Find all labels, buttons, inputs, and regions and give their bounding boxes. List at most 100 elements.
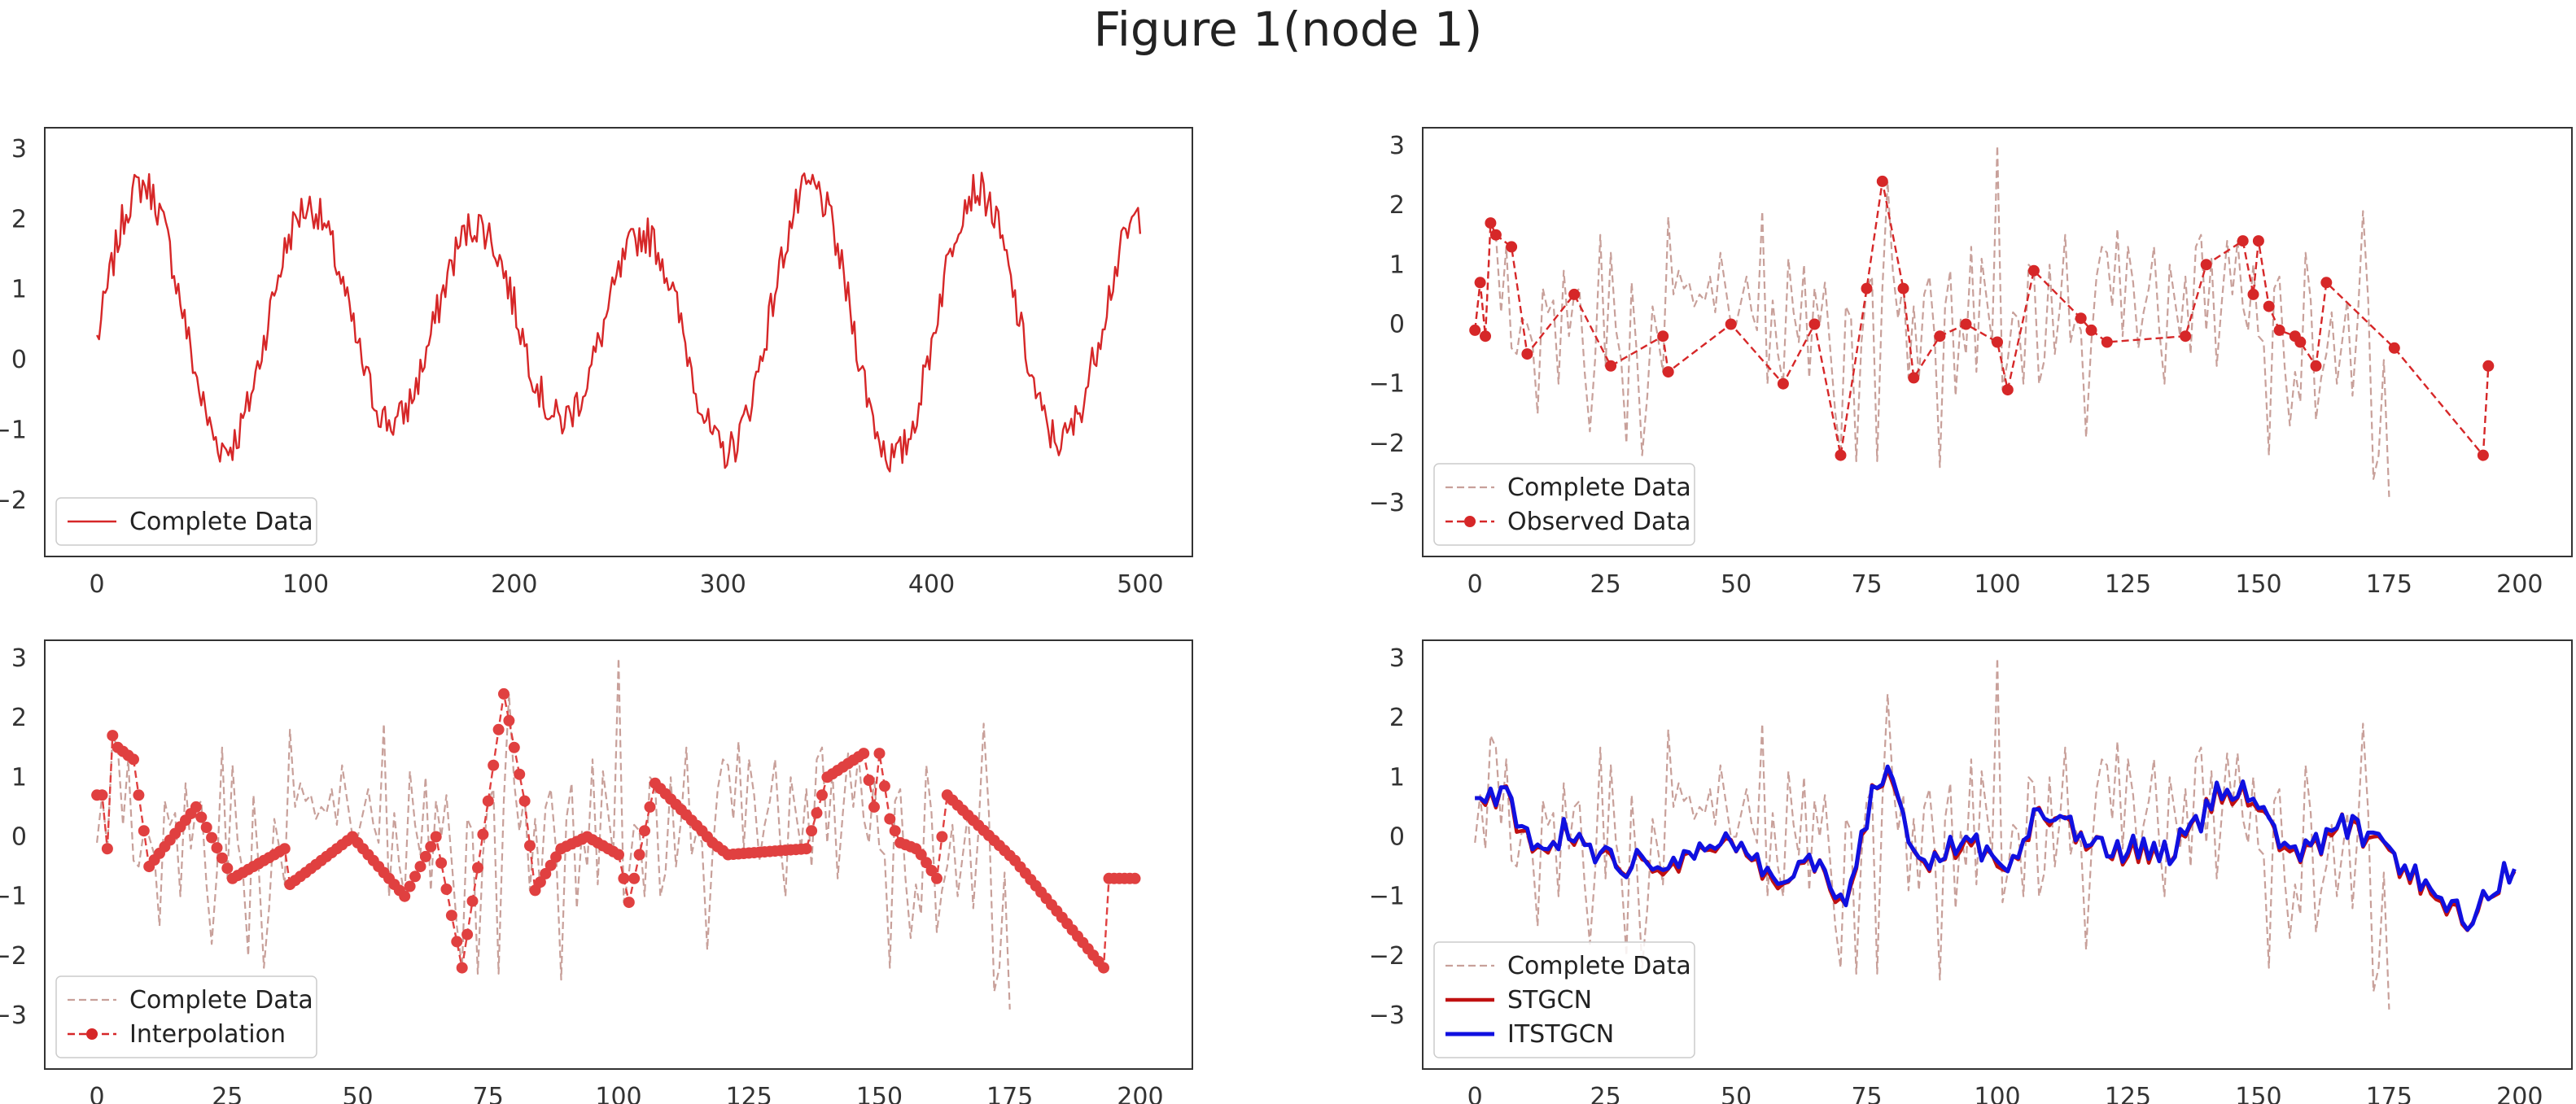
y-tick-label: −1	[0, 883, 27, 911]
data-point-interpolation	[884, 813, 896, 825]
data-point-observed-data	[1908, 372, 1920, 384]
data-point-observed-data	[2294, 336, 2307, 348]
legend-label: Interpolation	[129, 1020, 286, 1049]
legend-label: Complete Data	[1507, 952, 1691, 980]
subplot-top-right: 0 25 50 75 100 125 150 175 200 −3 −2 −1 0 1 2 3 Complete…	[1369, 127, 2573, 599]
legend-label: Complete Data	[1507, 473, 1691, 502]
data-point-interpolation	[107, 730, 119, 742]
data-point-observed-data	[1861, 282, 1873, 295]
data-point-interpolation	[190, 801, 202, 813]
data-point-interpolation	[534, 876, 546, 888]
subplot-top-left: 0 100 200 300 400 500 −2 −1 0 1 2 3 Complete Data	[0, 127, 1193, 599]
legend-label: STGCN	[1507, 986, 1592, 1015]
data-point-interpolation	[873, 748, 886, 760]
data-point-observed-data	[1960, 318, 1972, 330]
x-tick-label: 200	[2496, 570, 2543, 599]
data-point-observed-data	[2075, 312, 2087, 325]
data-point-observed-data	[2247, 288, 2259, 300]
data-point-interpolation	[518, 795, 531, 807]
data-point-observed-data	[1835, 449, 1847, 461]
data-point-interpolation	[211, 842, 223, 854]
y-tick-label: 3	[1389, 644, 1405, 673]
data-point-interpolation	[529, 884, 541, 897]
y-tick-label: −3	[1369, 1001, 1405, 1030]
data-point-interpolation	[419, 850, 431, 862]
data-point-interpolation	[96, 789, 108, 801]
data-point-interpolation	[618, 872, 630, 884]
x-tick-label: 125	[2105, 570, 2151, 599]
data-point-observed-data	[1568, 288, 1581, 300]
x-tick-label: 200	[1117, 1083, 1163, 1104]
data-point-observed-data	[2101, 336, 2113, 348]
x-tick-label: 0	[90, 570, 105, 599]
x-tick-label: 125	[2105, 1083, 2151, 1104]
data-point-interpolation	[216, 852, 228, 864]
axes-frame	[44, 127, 1193, 557]
x-tick-label: 100	[1974, 1083, 2020, 1104]
data-point-interpolation	[1098, 962, 1109, 974]
data-point-interpolation	[101, 843, 113, 855]
data-point-interpolation	[451, 936, 463, 948]
data-point-observed-data	[2273, 324, 2285, 336]
data-point-observed-data	[2237, 235, 2249, 247]
plot-area	[1474, 657, 2517, 1010]
x-tick-label: 300	[700, 570, 746, 599]
legend: Complete Data Observed Data	[1433, 463, 1695, 546]
x-tick-label: 50	[1721, 1083, 1752, 1104]
y-tick-label: −3	[1369, 489, 1405, 517]
data-point-observed-data	[1725, 318, 1737, 330]
y-tick-label: −2	[1369, 430, 1405, 458]
x-tick-label: 400	[908, 570, 955, 599]
x-tick-label: 125	[726, 1083, 772, 1104]
data-point-observed-data	[2180, 330, 2192, 343]
legend: Complete Data Interpolation	[55, 975, 317, 1058]
legend-label: Complete Data	[129, 986, 313, 1015]
data-point-interpolation	[613, 849, 624, 861]
data-point-interpolation	[399, 890, 411, 902]
x-tick-label: 200	[491, 570, 537, 599]
data-point-interpolation	[550, 851, 562, 863]
data-point-interpolation	[409, 871, 421, 883]
y-tick-label: 0	[11, 346, 27, 374]
data-point-observed-data	[1521, 348, 1533, 360]
x-tick-label: 500	[1117, 570, 1163, 599]
data-point-interpolation	[414, 861, 426, 873]
y-tick-label: 1	[11, 763, 27, 792]
legend-label: Complete Data	[129, 508, 313, 536]
data-point-observed-data	[1808, 318, 1821, 330]
x-tick-label: 0	[90, 1083, 105, 1104]
data-point-interpolation	[430, 831, 442, 843]
data-point-interpolation	[633, 849, 645, 861]
y-tick-label: 2	[1389, 704, 1405, 732]
data-point-observed-data	[2482, 360, 2495, 372]
data-point-observed-data	[1474, 277, 1486, 289]
data-point-observed-data	[2252, 235, 2264, 247]
data-point-interpolation	[488, 759, 500, 771]
data-point-interpolation	[545, 859, 557, 871]
figure-title: Figure 1(node 1)	[1093, 2, 1483, 57]
x-tick-label: 0	[1467, 570, 1483, 599]
y-tick-label: −1	[1369, 370, 1405, 399]
series-line-complete-data	[1474, 144, 2390, 497]
data-point-observed-data	[2477, 449, 2489, 461]
x-tick-label: 75	[1851, 570, 1882, 599]
legend-box	[1433, 463, 1695, 546]
data-point-observed-data	[1489, 229, 1502, 241]
subplot-bottom-left: 0 25 50 75 100 125 150 175 200 −3 −2 −1 0 1 2 3 Complete…	[0, 639, 1193, 1104]
data-point-observed-data	[1657, 330, 1669, 343]
y-tick-label: 2	[11, 205, 27, 233]
data-point-interpolation	[206, 831, 218, 844]
data-point-interpolation	[195, 811, 208, 823]
data-point-interpolation	[477, 828, 489, 840]
x-tick-label: 100	[282, 570, 329, 599]
legend-box	[1433, 941, 1695, 1058]
series-line-itstgcn	[1475, 764, 2517, 932]
y-tick-label: 1	[11, 276, 27, 304]
data-point-interpolation	[889, 825, 901, 837]
data-point-interpolation	[863, 775, 875, 786]
x-tick-label: 150	[856, 1083, 903, 1104]
data-point-observed-data	[1469, 324, 1481, 336]
data-point-interpolation	[508, 741, 520, 753]
data-point-interpolation	[138, 825, 150, 837]
data-point-observed-data	[1777, 377, 1789, 390]
